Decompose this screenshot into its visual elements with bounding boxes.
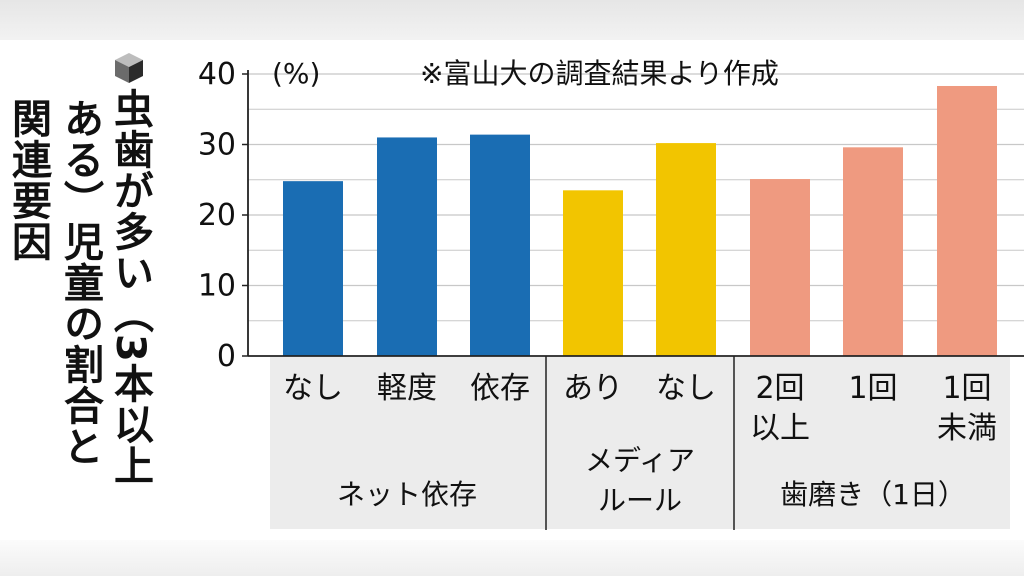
category-label: あり <box>563 371 623 406</box>
category-label: 1回 <box>942 371 991 406</box>
category-label: なし <box>656 371 716 406</box>
category-label: なし <box>283 371 343 406</box>
source-note: ※富山大の調査結果より作成 <box>420 57 779 90</box>
bar <box>937 85 997 357</box>
category-label: 軽度 <box>377 371 437 406</box>
category-label-band <box>270 357 1010 529</box>
y-tick-label: 40 <box>198 57 236 92</box>
category-label: 1回 <box>848 371 897 406</box>
category-label: 以上 <box>750 411 810 446</box>
bar <box>843 147 903 356</box>
group-label: 歯磨き（1日） <box>780 478 966 511</box>
group-label: メディア <box>585 444 695 477</box>
group-label: ルール <box>598 484 682 517</box>
category-label: 依存 <box>470 371 530 406</box>
y-unit-label: (%) <box>272 57 320 90</box>
group-label: ネット依存 <box>337 478 477 511</box>
bar <box>563 190 623 356</box>
category-label: 2回 <box>755 371 804 406</box>
bar <box>283 181 343 356</box>
bar <box>377 137 437 356</box>
category-label: 未満 <box>937 411 997 446</box>
y-tick-label: 10 <box>198 269 236 304</box>
bar <box>750 179 810 356</box>
label-band-background <box>270 357 1010 529</box>
cube-bullet-icon <box>115 53 143 83</box>
y-tick-label: 30 <box>198 128 236 163</box>
y-tick-label: 0 <box>217 339 236 374</box>
bar <box>656 143 716 356</box>
bar <box>470 134 530 356</box>
y-tick-label: 20 <box>198 198 236 233</box>
axes <box>242 70 1024 530</box>
bars <box>283 85 997 357</box>
grid-lines <box>248 73 1024 322</box>
